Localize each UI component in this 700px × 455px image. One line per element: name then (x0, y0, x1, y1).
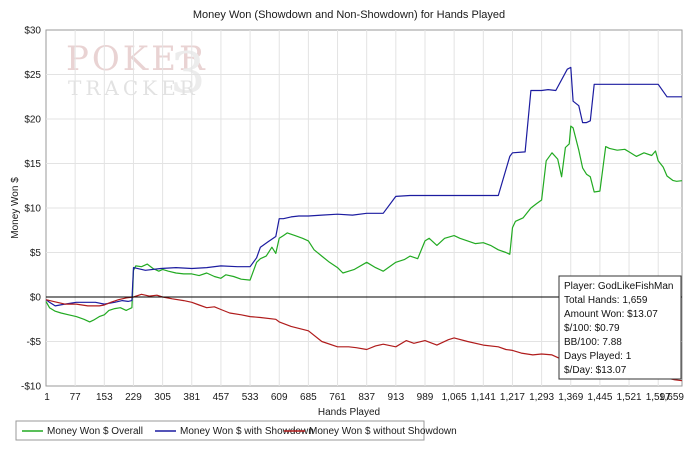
x-tick-label: 77 (70, 392, 82, 403)
x-axis-label: Hands Played (318, 407, 380, 418)
legend-label-non-showdown: Money Won $ without Showdown (309, 426, 457, 437)
x-tick-label: 761 (329, 392, 346, 403)
x-tick-label: 381 (183, 392, 200, 403)
x-tick-label: 1,217 (500, 392, 525, 403)
x-tick-label: 913 (387, 392, 404, 403)
series-line-showdown (45, 66, 682, 307)
stats-days-played: Days Played: 1 (564, 351, 632, 362)
x-tick-label: 609 (271, 392, 288, 403)
y-tick-label: $5 (30, 248, 42, 259)
grid-lines (46, 30, 682, 386)
x-tick-label: 1,293 (529, 392, 554, 403)
watermark-brand-version: 3 (170, 41, 206, 106)
x-tick-label: 1,521 (617, 392, 642, 403)
x-tick-label: 1,659 (659, 392, 684, 403)
y-tick-label: -$10 (21, 382, 41, 393)
series-line-overall (45, 125, 683, 323)
x-tick-label: 153 (96, 392, 113, 403)
x-tick-label: 685 (300, 392, 317, 403)
series-line-non-showdown (45, 293, 683, 382)
x-tick-label: 1,445 (587, 392, 612, 403)
stats-per-100: $/100: $0.79 (564, 323, 620, 334)
poker-tracker-watermark: POKER 3 TRACKER (66, 39, 208, 106)
series-lines (45, 66, 683, 382)
watermark-brand-top: POKER (66, 39, 208, 79)
x-tick-label: 1,369 (558, 392, 583, 403)
y-axis-label: Money Won $ (10, 177, 21, 239)
x-tick-label: 1,141 (471, 392, 496, 403)
y-tick-label: $0 (30, 293, 42, 304)
x-tick-label: 837 (358, 392, 375, 403)
y-tick-label: $30 (24, 26, 41, 37)
y-tick-label: $20 (24, 115, 41, 126)
y-tick-label: $25 (24, 70, 41, 81)
chart-title: Money Won (Showdown and Non-Showdown) fo… (193, 9, 505, 21)
y-tick-label: $10 (24, 204, 41, 215)
x-axis-ticks: 1 77 153 229 305 381 457 533 609 685 761 837 913 989 1… (44, 392, 684, 403)
stats-player: Player: GodLikeFishMan (564, 281, 674, 292)
legend: Money Won $ Overall Money Won $ with Sho… (15, 420, 457, 441)
legend-label-overall: Money Won $ Overall (47, 426, 143, 437)
x-tick-label: 1,065 (442, 392, 467, 403)
x-tick-label: 457 (213, 392, 230, 403)
y-tick-label: $15 (24, 159, 41, 170)
x-tick-label: 533 (242, 392, 259, 403)
stats-box-frame (558, 275, 682, 380)
x-tick-label: 1,597 (646, 392, 671, 403)
stats-per-day: $/Day: $13.07 (564, 365, 627, 376)
x-tick-label: 989 (417, 392, 434, 403)
x-tick-label: 305 (154, 392, 171, 403)
watermark-brand-bottom: TRACKER (68, 76, 199, 100)
x-tick-label: 1 (44, 392, 50, 403)
legend-frame (15, 420, 425, 441)
stats-bb-per-100: BB/100: 7.88 (564, 337, 622, 348)
player-stats-box: Player: GodLikeFishMan Total Hands: 1,65… (558, 275, 682, 380)
legend-label-showdown: Money Won $ with Showdown (180, 426, 314, 437)
x-tick-label: 229 (125, 392, 142, 403)
stats-amount-won: Amount Won: $13.07 (564, 309, 658, 320)
y-tick-label: -$5 (27, 337, 42, 348)
y-axis-ticks: -$10 -$5 $0 $5 $10 $15 $20 $25 $30 (21, 26, 41, 393)
stats-total-hands: Total Hands: 1,659 (564, 295, 648, 306)
